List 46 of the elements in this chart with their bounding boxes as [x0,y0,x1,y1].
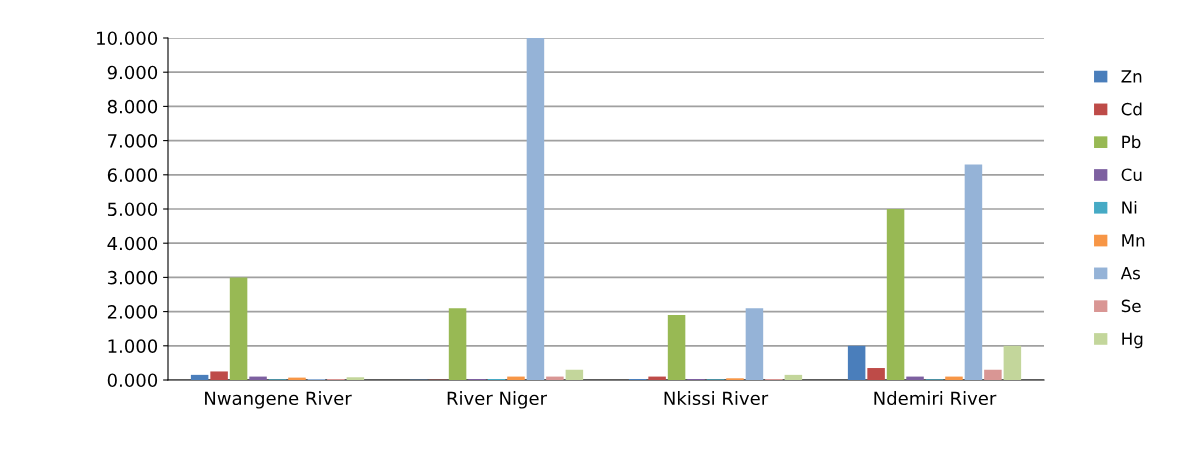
bar [565,369,584,380]
bar [1003,345,1022,380]
bar [945,376,963,380]
x-tick-label: River Niger [447,391,548,409]
y-tick-label: 2.000 [107,305,158,319]
bar [984,369,1002,380]
x-tick-label: Ndemiri River [874,391,997,406]
bar [886,209,905,380]
legend-label: Ni [1122,200,1137,214]
x-tick-label: Nkissi River [664,391,769,406]
bar [210,371,228,380]
y-tick-label: 9.000 [107,65,158,80]
bar [745,308,764,380]
bar [507,376,525,380]
bar [648,376,666,380]
bar [249,376,267,380]
y-tick-label: 10.000 [97,31,158,46]
legend-label: Cu [1121,168,1142,182]
bar [906,376,924,380]
y-tick-label: 0.000 [107,373,158,388]
y-tick-label: 6.000 [107,168,158,182]
bar [526,38,545,380]
y-tick-label: 8.000 [107,99,158,114]
legend-label: Mn [1122,234,1145,247]
bar [229,277,248,380]
bar [546,376,564,380]
bar [847,345,866,380]
y-tick-label: 5.000 [107,202,158,217]
legend-label: As [1120,267,1140,280]
bar [964,164,983,380]
bar [784,374,803,380]
bar [190,374,209,380]
y-tick-label: 4.000 [107,236,158,251]
y-tick-label: 7.000 [108,134,158,148]
y-tick-label: 3.000 [107,270,158,285]
bar [448,308,467,380]
legend-label: Hg [1122,332,1143,349]
legend-label: Zn [1121,70,1142,83]
x-tick-label: Nwangene River [205,391,352,409]
legend-label: Cd [1121,102,1142,116]
y-tick-label: 1.000 [108,339,158,353]
bar [346,377,365,380]
bar [867,368,885,380]
legend-label: Se [1121,299,1141,313]
bar [667,315,686,380]
legend-label: Pb [1122,135,1141,149]
